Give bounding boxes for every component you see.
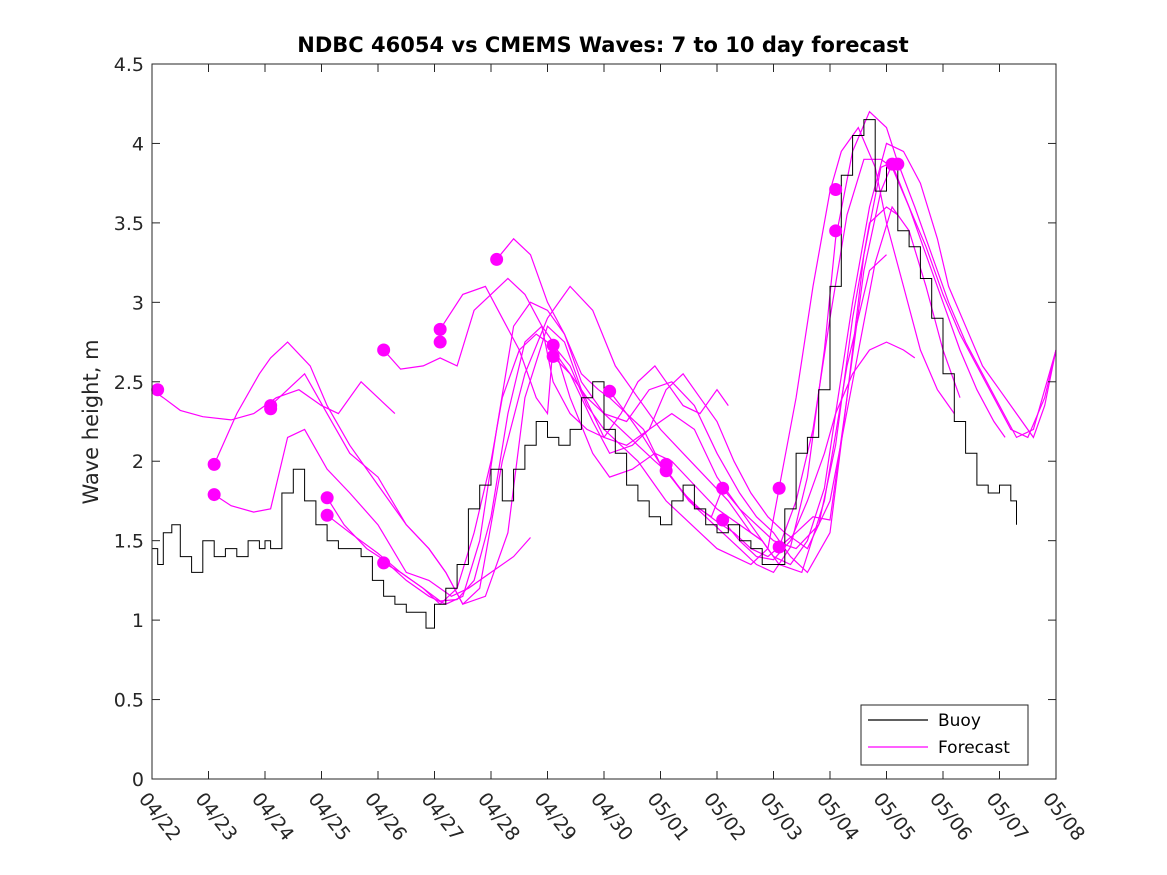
legend: Buoy Forecast <box>860 704 1029 766</box>
forecast-line <box>151 380 396 421</box>
forecast-start-marker <box>716 513 730 527</box>
y-tick-label: 3 <box>132 292 144 314</box>
forecast-start-marker <box>433 322 447 336</box>
forecast-start-marker <box>603 384 617 398</box>
y-tick-label: 1 <box>132 610 144 632</box>
forecast-start-marker <box>151 383 165 397</box>
forecast-line <box>213 285 763 606</box>
buoy-line <box>152 119 1017 629</box>
forecast-start-marker <box>772 481 786 495</box>
y-tick-label: 2.5 <box>114 372 144 394</box>
forecast-start-marker <box>659 464 673 478</box>
forecast-start-marker <box>264 402 278 416</box>
forecast-start-marker <box>490 252 504 266</box>
y-tick-label: 4.5 <box>114 54 144 76</box>
forecast-start-marker <box>546 349 560 363</box>
y-tick-label: 3.5 <box>114 213 144 235</box>
forecast-line <box>326 254 887 602</box>
forecast-start-marker <box>377 343 391 357</box>
forecast-start-marker <box>772 540 786 554</box>
forecast-start-marker <box>829 183 843 197</box>
forecast-line <box>552 158 1057 558</box>
forecast-start-marker <box>207 457 221 471</box>
legend-box <box>860 704 1029 766</box>
forecast-start-marker <box>716 481 730 495</box>
y-axis-label: Wave height, m <box>79 339 103 504</box>
forecast-start-marker <box>546 338 560 352</box>
forecast-start-marker <box>829 224 843 238</box>
y-tick-label: 2 <box>132 451 144 473</box>
forecast-line <box>439 126 955 566</box>
forecast-start-marker <box>377 556 391 570</box>
chart-title: NDBC 46054 vs CMEMS Waves: 7 to 10 day f… <box>297 33 908 57</box>
forecast-line <box>383 277 729 439</box>
forecast-start-marker <box>320 508 334 522</box>
forecast-start-marker <box>891 157 905 171</box>
plot-area <box>151 110 1057 629</box>
forecast-line <box>496 110 1057 574</box>
y-tick-label: 0.5 <box>114 690 144 712</box>
y-tick-label: 0 <box>132 769 144 791</box>
forecast-line <box>213 428 531 597</box>
y-tick-label: 1.5 <box>114 531 144 553</box>
plot-frame <box>151 63 1057 780</box>
legend-buoy-label: Buoy <box>938 711 981 731</box>
forecast-start-marker <box>433 335 447 349</box>
y-tick-label: 4 <box>132 133 144 155</box>
forecast-start-marker <box>320 491 334 505</box>
forecast-line <box>722 341 916 561</box>
forecast-start-marker <box>207 488 221 502</box>
y-axis: 0 0.5 1 1.5 2 2.5 3 3.5 4 4.5 <box>114 54 1056 791</box>
legend-forecast-label: Forecast <box>938 738 1010 758</box>
